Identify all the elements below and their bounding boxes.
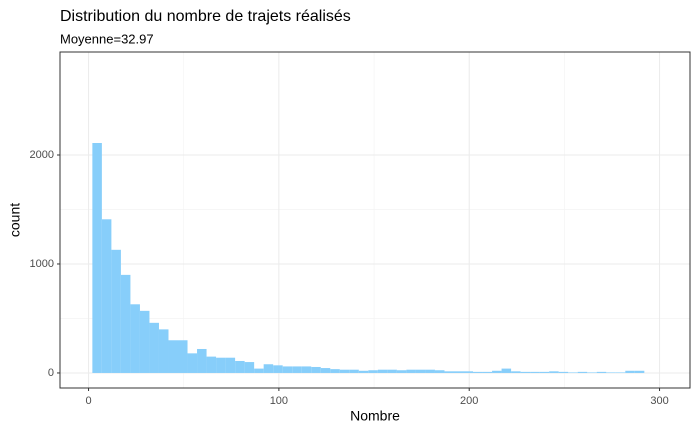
bar [511,371,521,373]
bar [254,368,264,373]
bar [396,370,407,373]
bar [282,366,293,373]
bar [558,371,569,373]
bar [549,371,559,373]
bar [530,371,540,373]
bar [92,143,102,373]
bar [139,310,150,373]
bar [406,369,416,373]
bar [473,371,483,373]
bar [492,370,502,373]
x-axis-label: Nombre [350,408,400,424]
bar [273,365,283,373]
bar [368,370,378,373]
bar [292,366,302,373]
bar [244,362,255,373]
bar [158,329,169,373]
bar [120,274,131,373]
bar [568,372,578,373]
bar [197,348,207,373]
bar [101,219,112,373]
bar [349,369,359,373]
bar [111,249,121,373]
bar [320,368,331,373]
bar [358,370,369,373]
bar [415,369,426,373]
bar [263,364,274,373]
bar [168,340,179,373]
chart-subtitle: Moyenne=32.97 [60,31,154,46]
bar [225,357,236,373]
bar [425,369,435,373]
bar [330,369,340,373]
bar [387,369,397,373]
y-tick-label: 2000 [30,149,54,161]
y-axis-label: count [7,203,23,237]
bar [596,371,607,373]
chart-title: Distribution du nombre de trajets réalis… [60,8,351,25]
bar [149,322,159,373]
bar [377,369,388,373]
bar [625,370,635,373]
bar [178,340,188,373]
panel-border [59,51,691,389]
bar [235,360,245,373]
y-tick-label: 1000 [30,258,54,270]
bar [301,366,312,373]
bar [434,370,445,373]
bar [339,369,350,373]
bar [187,353,198,373]
bar [577,371,588,373]
bar [453,371,464,373]
bar [615,372,626,373]
bar [587,372,597,373]
bar [482,371,493,373]
bar [463,371,474,373]
bar [634,370,645,373]
bar [216,357,226,373]
bar [539,371,550,373]
x-tick-label: 100 [270,395,288,407]
x-tick-label: 200 [460,395,478,407]
bar [311,366,321,373]
x-tick-label: 300 [650,395,668,407]
bar [444,371,454,373]
bar [130,304,140,373]
bar [520,371,531,373]
bar [501,368,512,373]
x-tick-label: 0 [85,395,91,407]
bar [206,356,217,373]
bar [606,372,616,373]
y-tick-label: 0 [48,367,54,379]
